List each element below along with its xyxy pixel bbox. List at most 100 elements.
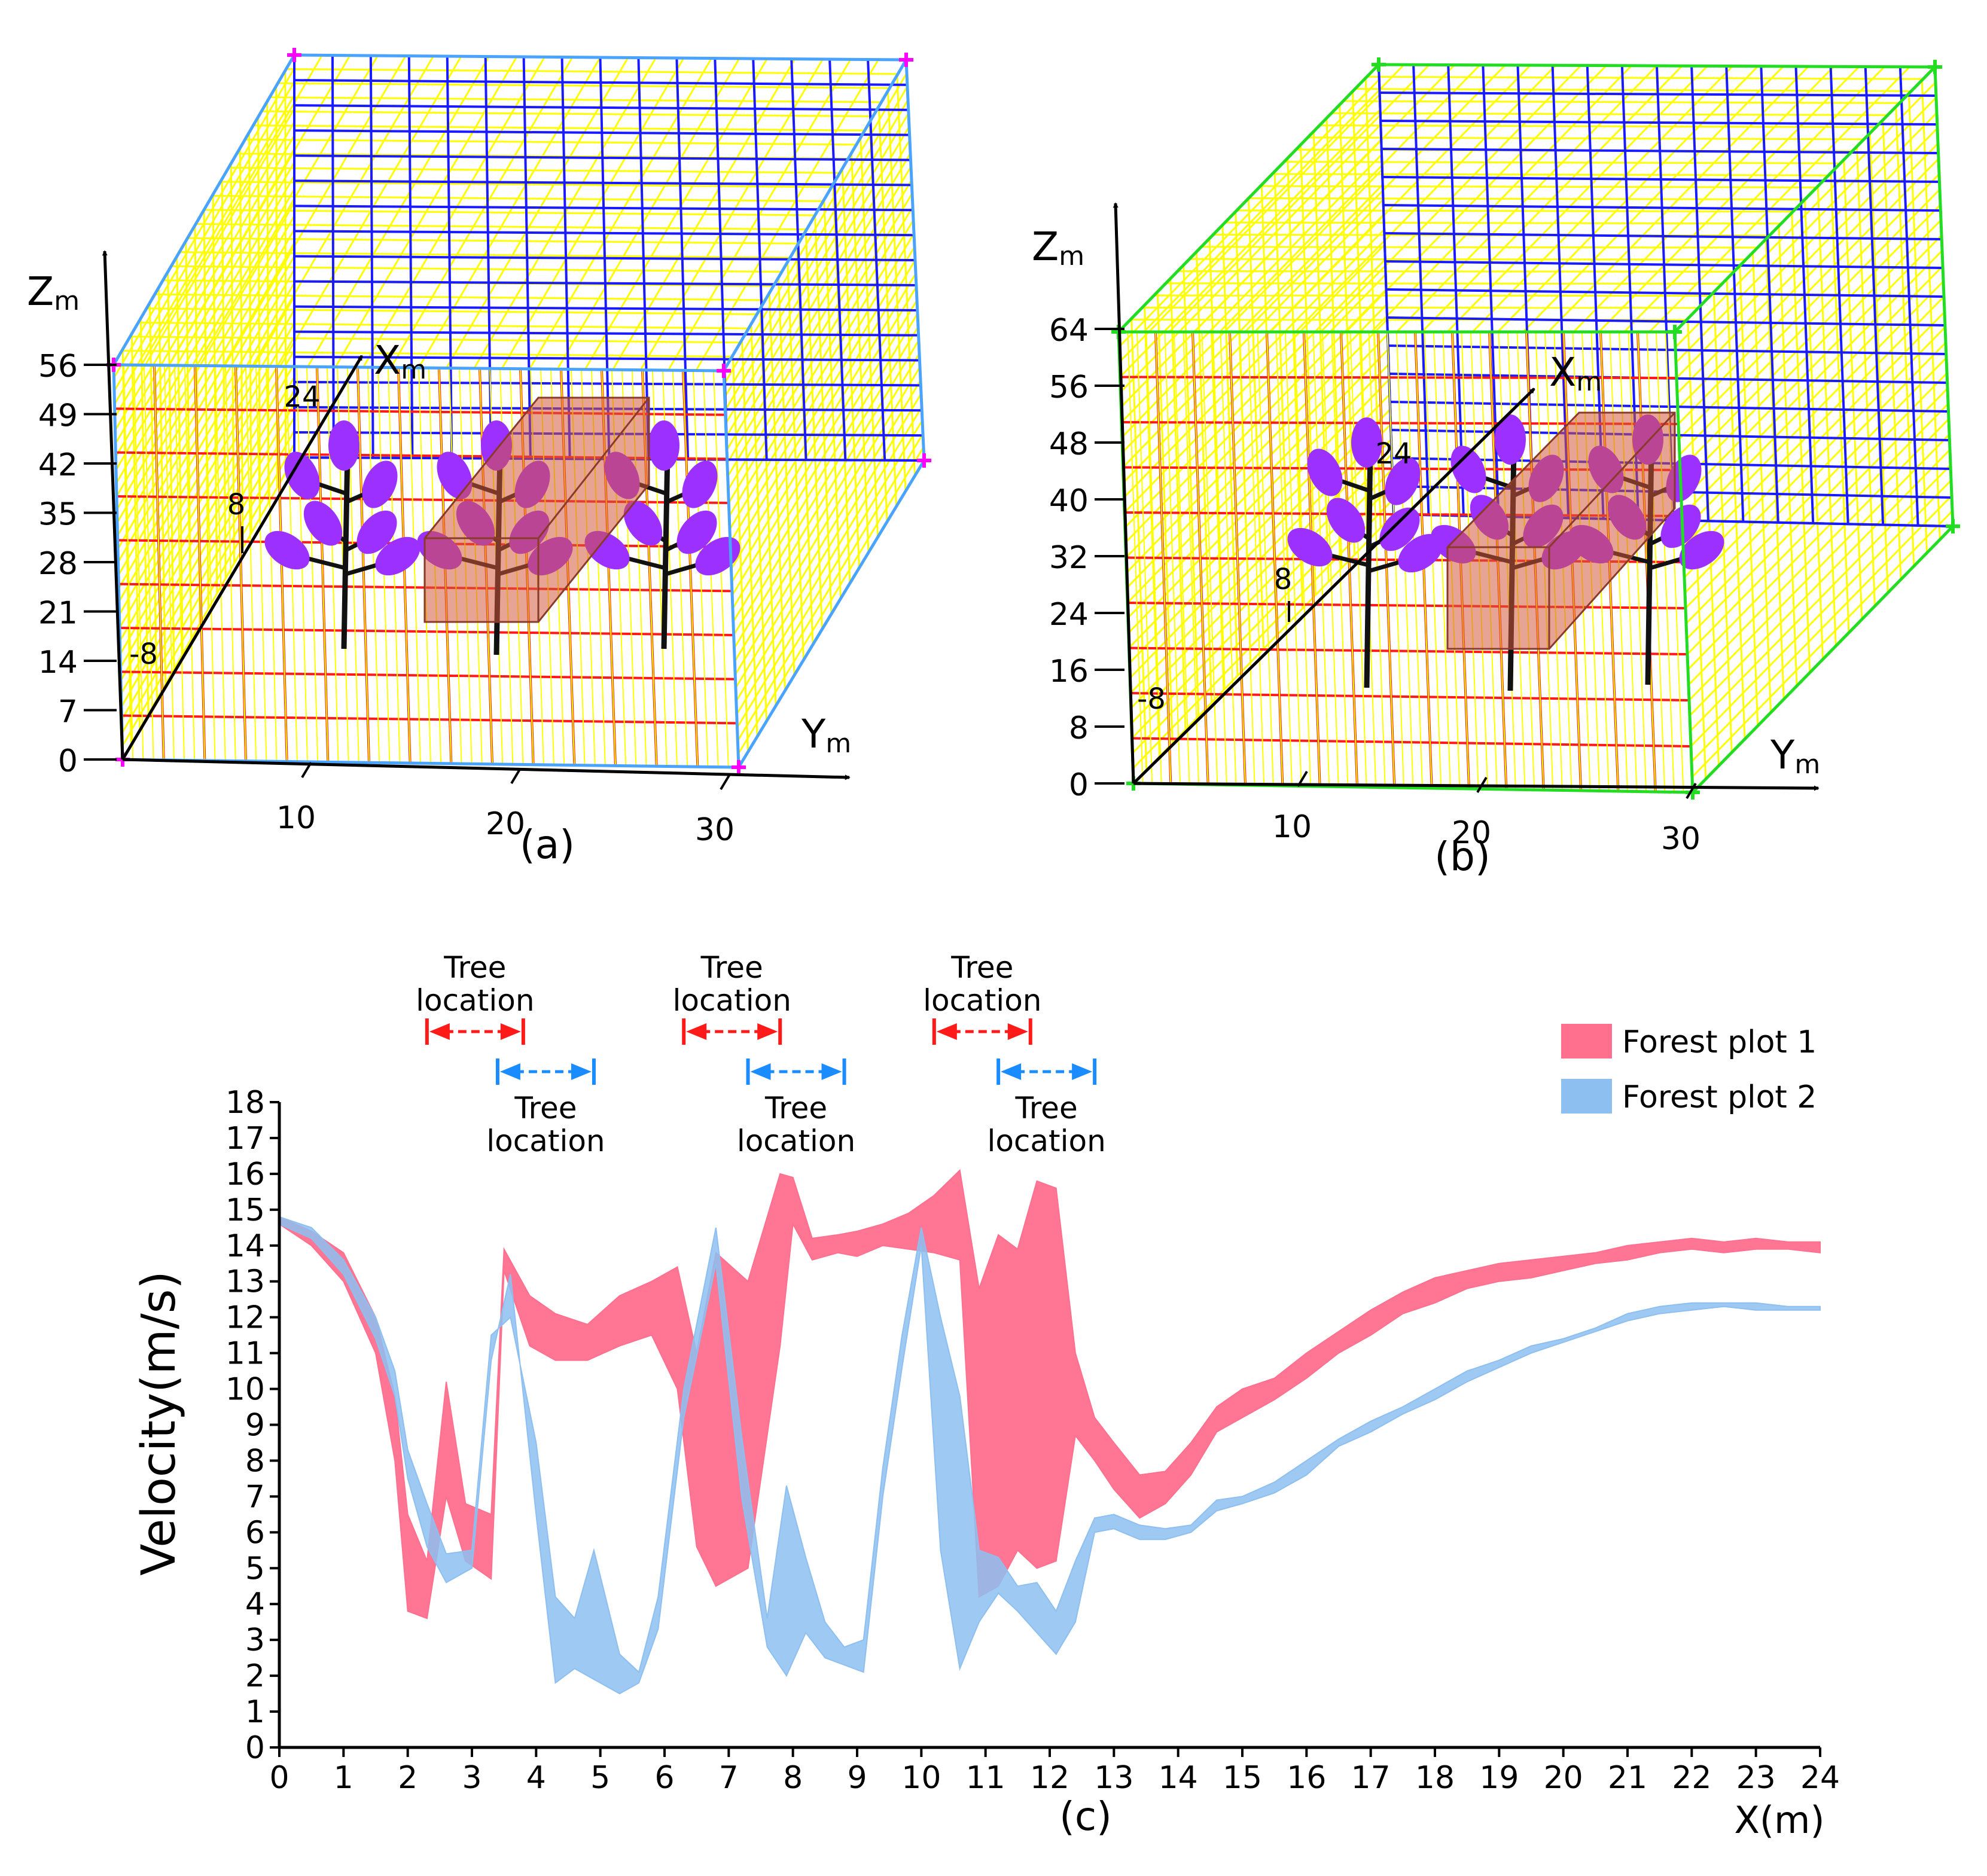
chart-series-areas xyxy=(279,1169,1821,1695)
y-tick-label: 16 xyxy=(225,1157,265,1192)
panel-c-velocity-chart: 0 1 2 3 4 5 6 7 8 9 10 11 12 13 14 15 16 17 18 19 20 21 22 23 24… xyxy=(132,950,1840,1842)
pb-right-yellow-line xyxy=(1830,173,1850,633)
pb-top-yellow-line xyxy=(1236,209,1793,213)
pa-front-yellow-line xyxy=(133,365,144,760)
pb-front-yellow-line xyxy=(1164,331,1181,785)
pb-y-tick-label: 30 xyxy=(1661,821,1700,857)
pa-top-yellow-line xyxy=(196,223,807,231)
legend-swatch xyxy=(1561,1079,1612,1114)
pa-left-yellow-line xyxy=(176,256,184,654)
pa-left-yellow-line xyxy=(212,194,218,594)
pa-y-axis-label: Ym xyxy=(801,711,851,759)
pa-right-yellow-line xyxy=(851,152,870,553)
y-tick-label: 17 xyxy=(225,1121,265,1157)
pb-left-yellow-line xyxy=(1183,265,1200,716)
pb-back-blue-line xyxy=(1447,65,1465,516)
annotation-text-line2: location xyxy=(486,1124,605,1158)
annotation-text-line2: location xyxy=(923,983,1041,1018)
chart-axes: 0 1 2 3 4 5 6 7 8 9 10 11 12 13 14 15 16 17 18 19 20 21 22 23 24… xyxy=(225,1085,1840,1796)
panel-a-y-axis xyxy=(122,758,851,780)
chart-legend: Forest plot 1 Forest plot 2 xyxy=(1561,1024,1817,1115)
pa-top-yellow-line xyxy=(245,138,857,146)
panel-b-highlight-box xyxy=(1446,411,1676,650)
pa-left-yellow-line xyxy=(221,179,227,579)
pb-front-yellow-line xyxy=(1433,331,1451,789)
pb-top-yellow-line xyxy=(1284,161,1840,164)
annotation-text-line2: location xyxy=(673,983,791,1018)
pb-right-yellow-line xyxy=(1843,159,1863,620)
pa-right-yellow-line xyxy=(887,90,907,492)
pa-back-blue-line xyxy=(446,56,453,459)
pa-back-blue-line xyxy=(867,59,886,460)
annotation-text-line2: location xyxy=(737,1124,855,1158)
pb-right-yellow-line xyxy=(1778,225,1798,687)
series-area-1 xyxy=(279,1169,1821,1619)
pb-top-yellow-line xyxy=(1355,88,1912,92)
y-tick-label: 12 xyxy=(225,1300,265,1336)
pb-right-yellow-line xyxy=(1921,80,1941,540)
panel-b-y-axis xyxy=(1133,782,1820,791)
pa-left-yellow-line xyxy=(248,132,252,533)
x-tick-label: 14 xyxy=(1159,1760,1198,1796)
x-tick-label: 10 xyxy=(901,1760,941,1796)
pb-z-tick-label: 32 xyxy=(1049,540,1089,576)
pa-z-axis-label: Zm xyxy=(27,269,80,316)
pa-front-yellow-line xyxy=(357,367,370,763)
pa-corner-marker xyxy=(717,364,731,378)
pa-back-blue-line xyxy=(522,56,532,459)
pa-back-blue-line xyxy=(560,57,571,459)
pa-box-edge xyxy=(112,54,296,366)
pb-left-yellow-line xyxy=(1156,291,1174,743)
panel-b-grid xyxy=(1117,63,1954,794)
pb-top-yellow-line xyxy=(1272,173,1829,176)
pb-left-yellow-line xyxy=(1196,251,1212,703)
y-tick-label: 14 xyxy=(225,1228,265,1264)
pa-right-yellow-line xyxy=(750,324,767,722)
panel-b-3d-domain: 0 8 16 24 32 40 48 56 64 10 20 30 -8 8 24 Zm Xm Ym (b) xyxy=(1032,57,1960,880)
pb-top-yellow-line xyxy=(1331,112,1888,117)
pb-box-edge xyxy=(1692,525,1954,794)
pa-left-yellow-line xyxy=(167,272,175,669)
pb-right-yellow-line xyxy=(1752,252,1772,713)
pa-left-yellow-line xyxy=(284,70,287,473)
pa-left-yellow-line xyxy=(139,318,150,715)
pa-right-yellow-line xyxy=(732,355,749,752)
pa-z-tick-label: 56 xyxy=(38,349,78,385)
x-tick-label: 5 xyxy=(590,1760,610,1796)
pa-right-yellow-line xyxy=(778,277,796,676)
pb-left-yellow-line xyxy=(1339,105,1356,555)
pb-x-axis-label: Xm xyxy=(1549,349,1602,397)
x-tick-label: 7 xyxy=(719,1760,739,1796)
pa-x-tick-label: 8 xyxy=(227,488,246,521)
x-tick-label: 13 xyxy=(1094,1760,1133,1796)
y-tick-label: 7 xyxy=(245,1479,265,1515)
pa-front-yellow-line xyxy=(215,365,226,761)
pa-front-yellow-line xyxy=(245,366,257,761)
x-tick-label: 3 xyxy=(462,1760,481,1796)
pa-left-yellow-line xyxy=(239,148,244,548)
pb-left-yellow-line xyxy=(1130,318,1148,770)
pb-box-edge xyxy=(1673,331,1695,793)
pb-box-edge xyxy=(1933,66,1955,527)
pb-front-yellow-line xyxy=(1238,331,1255,786)
pa-right-yellow-line xyxy=(741,339,758,737)
x-tick-label: 8 xyxy=(783,1760,803,1796)
pa-left-yellow-line xyxy=(130,334,141,730)
pb-right-yellow-line xyxy=(1817,186,1837,646)
pa-x-tick-label: 24 xyxy=(284,380,320,414)
pa-front-yellow-line xyxy=(184,365,196,761)
pb-z-tick-label: 40 xyxy=(1049,483,1089,519)
y-tick-label: 5 xyxy=(245,1551,265,1587)
x-tick-label: 1 xyxy=(334,1760,353,1796)
tree xyxy=(264,420,420,649)
pa-right-yellow-line xyxy=(804,230,823,630)
tree xyxy=(1287,417,1443,688)
pb-front-yellow-line xyxy=(1229,331,1246,786)
pa-back-blue-line xyxy=(637,57,650,459)
y-tick-label: 6 xyxy=(245,1515,265,1551)
x-tick-label: 12 xyxy=(1030,1760,1069,1796)
pa-z-tick-label: 35 xyxy=(38,497,78,533)
legend-label: Forest plot 2 xyxy=(1622,1079,1817,1115)
